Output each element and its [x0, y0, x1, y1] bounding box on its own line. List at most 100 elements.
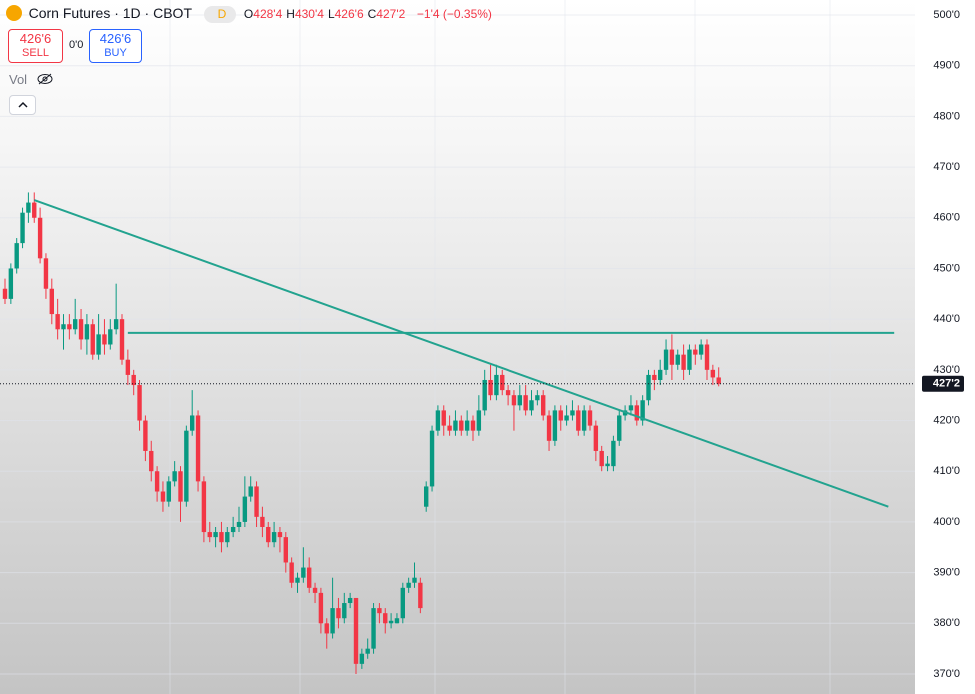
symbol-icon	[6, 5, 22, 21]
candle-body	[312, 587, 318, 593]
candle-body	[37, 217, 43, 259]
candle-body	[447, 425, 452, 431]
quote-label: L	[327, 7, 335, 21]
interval-badge[interactable]: D	[203, 6, 237, 23]
y-tick-label: 370'0	[933, 668, 960, 680]
candle-body	[441, 410, 446, 426]
candle-body	[383, 613, 388, 624]
trendline	[33, 199, 889, 508]
candle-body	[248, 486, 253, 497]
candle-body	[412, 577, 417, 583]
candle-body	[435, 410, 441, 431]
candle-body	[552, 410, 558, 441]
buy-label: BUY	[104, 47, 127, 59]
y-tick-label: 420'0	[933, 414, 960, 426]
candle-body	[698, 344, 704, 355]
candle-body	[652, 374, 657, 380]
header: Corn Futures · 1D · CBOT D O428'4 H430'4 L…	[6, 5, 492, 23]
candle-body	[230, 526, 236, 533]
y-tick-label: 400'0	[933, 516, 960, 528]
candle-body	[113, 319, 119, 330]
candle-body	[353, 597, 359, 664]
candle-body	[429, 430, 435, 487]
candle-body	[137, 385, 142, 421]
quote-value: 427'2	[376, 7, 406, 21]
candle-body	[593, 425, 599, 451]
candle-body	[546, 415, 552, 441]
last-price-box	[922, 375, 964, 392]
candle-body	[517, 395, 522, 406]
y-tick-label: 460'0	[933, 212, 960, 224]
y-tick-label: 450'0	[933, 262, 960, 274]
candle-body	[131, 374, 136, 386]
y-tick-label: 390'0	[933, 567, 960, 579]
candle-body	[505, 390, 511, 396]
candle-body	[424, 486, 429, 507]
candle-body	[172, 471, 177, 482]
quote-value: 426'6	[334, 7, 364, 21]
candle-body	[96, 334, 101, 355]
candle-body	[599, 450, 604, 467]
candle-body	[541, 395, 546, 416]
candle-body	[716, 377, 721, 384]
change: −1'4 (−0.35%)	[416, 7, 492, 21]
candle-body	[681, 354, 686, 370]
candle-body	[710, 369, 716, 378]
candle-body	[418, 582, 423, 609]
hide-icon[interactable]	[37, 73, 53, 85]
candle-body	[511, 395, 517, 406]
buy-button[interactable]: 426'6 BUY	[89, 29, 142, 63]
quote-value: 428'4	[253, 7, 283, 21]
candle-body	[61, 324, 66, 330]
candle-body	[453, 420, 458, 431]
candle-body	[277, 532, 283, 538]
candle-body	[687, 349, 692, 370]
candle-body	[289, 562, 294, 583]
candle-body	[78, 319, 84, 340]
y-tick-label: 440'0	[933, 313, 960, 325]
collapse-button[interactable]	[9, 95, 36, 115]
candle-body	[219, 532, 224, 543]
candle-body	[301, 567, 306, 578]
sell-label: SELL	[22, 47, 49, 59]
candle-body	[73, 319, 78, 330]
candle-body	[558, 410, 563, 421]
candle-body	[605, 463, 610, 467]
plot-background	[0, 0, 915, 694]
candle-body	[570, 410, 575, 416]
candle-body	[464, 420, 470, 431]
candle-body	[149, 450, 154, 472]
y-tick-label: 410'0	[933, 465, 960, 477]
candle-body	[154, 471, 160, 492]
sell-button[interactable]: 426'6 SELL	[8, 29, 63, 63]
y-tick-label: 500'0	[933, 9, 960, 21]
candle-body	[663, 349, 669, 370]
candle-body	[84, 324, 90, 340]
candle-body	[14, 243, 19, 269]
volume-row: Vol	[9, 72, 53, 87]
candle-body	[125, 359, 131, 375]
price-axis: 370'0 380'0 390'0 400'0 410'0 420'0 430'0 440'0…	[915, 0, 975, 694]
candle-body	[108, 329, 113, 345]
candle-body	[271, 532, 277, 543]
y-tick-label: 490'0	[933, 60, 960, 72]
candle-body	[184, 430, 189, 502]
spread: 0'0	[69, 39, 84, 51]
quote-label: H	[286, 7, 295, 21]
candle-body	[324, 623, 329, 634]
candle-body	[611, 440, 616, 467]
candle-body	[295, 577, 300, 583]
candle-body	[342, 603, 347, 619]
candle-body	[178, 471, 183, 502]
y-tick-label: 430'0	[933, 364, 960, 376]
candle-body	[8, 268, 14, 299]
candle-body	[617, 415, 622, 441]
candle-body	[307, 567, 312, 588]
candle-body	[482, 379, 487, 411]
candle-body	[704, 344, 710, 370]
candle-body	[377, 608, 382, 614]
candle-body	[195, 415, 201, 482]
candle-body	[67, 324, 72, 330]
candle-body	[102, 334, 107, 345]
